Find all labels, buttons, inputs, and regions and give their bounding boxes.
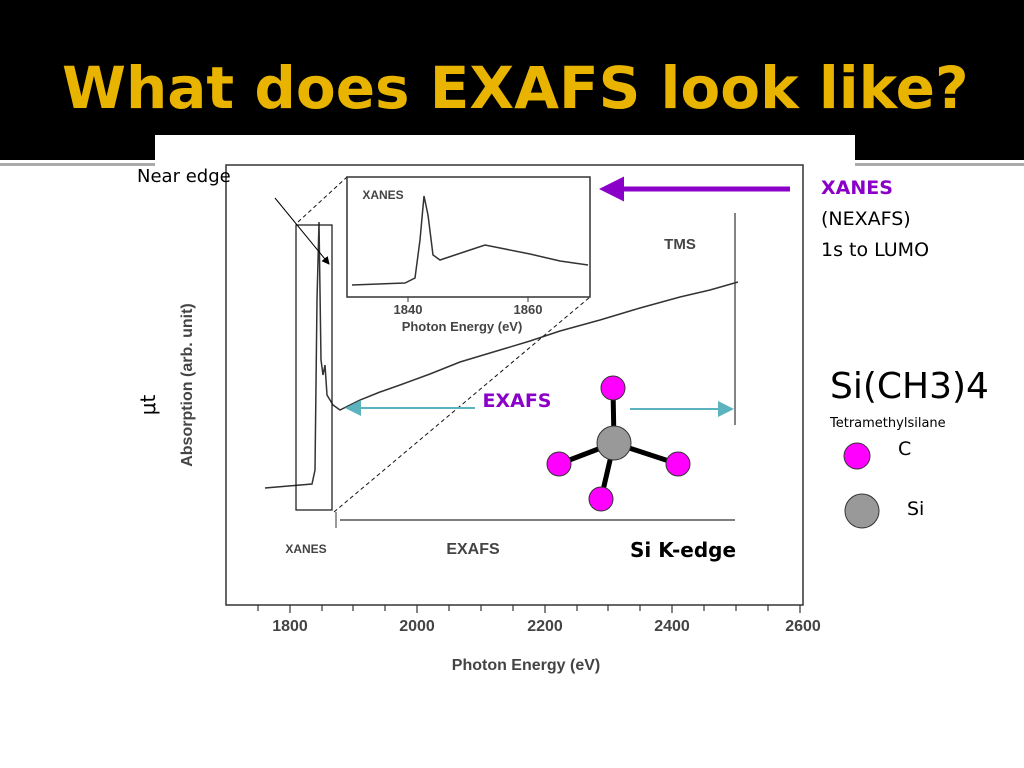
inset-curve: [351, 195, 589, 286]
main-plot: 1800 2000 2200 2400 2600 Photon Energy (…: [179, 164, 821, 674]
compound-name: Tetramethylsilane: [829, 416, 946, 431]
figure-background: [155, 135, 855, 175]
si-k-edge-label: Si K-edge: [630, 538, 736, 562]
region-label: EXAFS: [446, 541, 500, 558]
y-axis-label: Absorption (arb. unit): [179, 303, 196, 467]
x-ticks: [257, 605, 801, 613]
x-tick-label: 2000: [399, 618, 435, 635]
near-edge-label: Near edge: [137, 166, 231, 187]
inset-label: XANES: [362, 188, 403, 202]
region-label: XANES: [285, 542, 326, 556]
xanes-label: XANES: [821, 177, 893, 199]
inset-tick-label: 1860: [514, 302, 543, 317]
header-band: [0, 0, 1024, 160]
formula: Si(CH3)4: [830, 366, 989, 407]
legend-swatch: [843, 442, 871, 470]
si-atom: [596, 425, 632, 461]
zoom-line: [297, 176, 348, 223]
annotations: Near edge μt EXAFS Si K-edge XANES (NEXA…: [136, 166, 989, 562]
exafs-label: EXAFS: [483, 390, 552, 412]
molecule: [546, 375, 691, 512]
mu-t-label: μt: [136, 395, 160, 416]
inset-frame: [346, 176, 591, 298]
inset-x-label: Photon Energy (eV): [402, 319, 523, 334]
x-tick-label: 2600: [785, 618, 821, 635]
sample-label: TMS: [664, 236, 696, 253]
x-tick-label: 2400: [654, 618, 690, 635]
plot-frame: [225, 164, 804, 606]
x-axis-label: Photon Energy (eV): [452, 657, 600, 674]
xanes-note: 1s to LUMO: [821, 239, 929, 261]
near-edge-box: [295, 224, 333, 511]
near-edge-arrow: [274, 197, 330, 265]
x-tick-label: 1800: [272, 618, 308, 635]
legend-swatch: [844, 493, 880, 529]
x-tick-label: 2200: [527, 618, 563, 635]
slide-title: What does EXAFS look like?: [62, 54, 969, 122]
c-atom: [588, 486, 614, 512]
inset-tick-label: 1840: [394, 302, 423, 317]
c-atom: [546, 451, 572, 477]
xanes-note: (NEXAFS): [821, 208, 911, 230]
c-atom: [665, 451, 691, 477]
legend-label: C: [898, 438, 911, 460]
legend-label: Si: [907, 498, 924, 520]
c-atom: [600, 375, 626, 401]
